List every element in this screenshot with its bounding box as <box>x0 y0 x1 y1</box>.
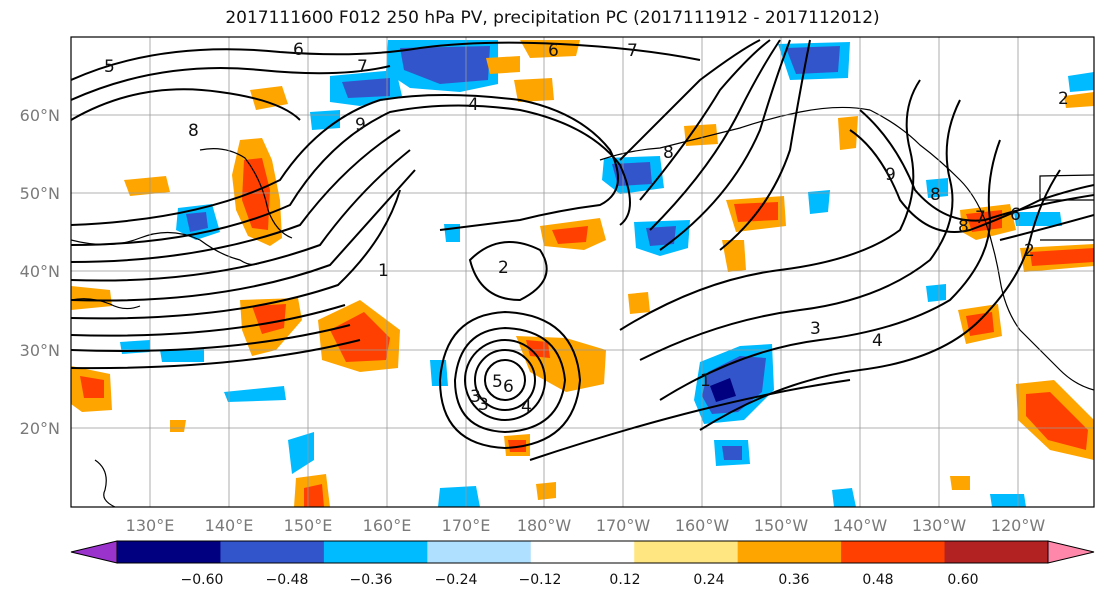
svg-text:4: 4 <box>872 331 883 351</box>
lon-tick: 130°W <box>912 516 967 535</box>
colorbar-swatch <box>427 541 532 563</box>
lat-axis: 20°N 30°N 40°N 50°N 60°N <box>20 106 60 438</box>
svg-text:7: 7 <box>975 208 986 228</box>
svg-text:5: 5 <box>492 372 503 392</box>
lat-tick: 20°N <box>20 419 60 438</box>
lat-tick: 40°N <box>20 262 60 281</box>
colorbar: −0.60 −0.48 −0.36 −0.24 −0.12 0.12 0.24 … <box>70 540 1095 588</box>
svg-text:3: 3 <box>478 395 489 415</box>
lat-tick: 50°N <box>20 184 60 203</box>
colorbar-swatch <box>323 541 428 563</box>
lon-tick: 150°W <box>754 516 809 535</box>
lon-tick: 120°W <box>991 516 1046 535</box>
colorbar-swatch <box>220 541 325 563</box>
colorbar-ticks: −0.60 −0.48 −0.36 −0.24 −0.12 0.12 0.24 … <box>181 572 979 588</box>
colorbar-swatch <box>634 541 739 563</box>
precip-shading <box>71 40 1094 507</box>
colorbar-tick: 0.60 <box>947 572 978 588</box>
svg-text:6: 6 <box>293 40 304 60</box>
colorbar-tick: −0.48 <box>266 572 309 588</box>
lon-tick: 180°W <box>517 516 572 535</box>
svg-text:8: 8 <box>663 143 674 163</box>
svg-text:3: 3 <box>810 319 821 339</box>
svg-text:1: 1 <box>378 261 389 281</box>
svg-text:8: 8 <box>958 217 969 237</box>
lon-tick: 150°E <box>284 516 333 535</box>
lon-tick: 160°W <box>675 516 730 535</box>
colorbar-extend-low <box>71 541 117 563</box>
lat-tick: 60°N <box>20 106 60 125</box>
svg-text:6: 6 <box>503 377 514 397</box>
svg-text:2: 2 <box>1058 89 1069 109</box>
svg-text:7: 7 <box>357 57 368 77</box>
colorbar-tick: −0.36 <box>350 572 393 588</box>
colorbar-swatch <box>944 541 1049 563</box>
svg-text:4: 4 <box>468 95 479 115</box>
svg-text:4: 4 <box>521 397 532 417</box>
svg-text:9: 9 <box>355 115 366 135</box>
lon-tick: 140°E <box>205 516 254 535</box>
gridlines <box>71 37 1094 507</box>
colorbar-tick: −0.24 <box>435 572 478 588</box>
colorbar-swatch <box>737 541 842 563</box>
svg-text:1: 1 <box>700 371 711 391</box>
colorbar-tick: 0.12 <box>609 572 640 588</box>
colorbar-swatch <box>117 541 221 563</box>
lon-axis: 130°E 140°E 150°E 160°E 170°E 180°W 170°… <box>126 516 1046 535</box>
svg-text:9: 9 <box>885 165 896 185</box>
lon-tick: 140°W <box>833 516 888 535</box>
colorbar-tick: −0.12 <box>519 572 562 588</box>
svg-text:2: 2 <box>1024 241 1035 261</box>
svg-text:8: 8 <box>930 185 941 205</box>
colorbar-tick: 0.48 <box>862 572 893 588</box>
lon-tick: 170°E <box>442 516 491 535</box>
colorbar-tick: 0.24 <box>693 572 724 588</box>
colorbar-swatch <box>530 541 635 563</box>
colorbar-swatch <box>841 541 946 563</box>
colorbar-tick: 0.36 <box>778 572 809 588</box>
lon-tick: 160°E <box>363 516 412 535</box>
map-frame <box>71 37 1094 507</box>
colorbar-tick: −0.60 <box>181 572 224 588</box>
pv-contours <box>71 39 1094 461</box>
lat-tick: 30°N <box>20 341 60 360</box>
svg-text:7: 7 <box>627 41 638 61</box>
contour-labels: 5 6 7 6 7 4 8 9 8 1 2 3 6 5 4 3 2 1 3 4 … <box>104 40 1069 417</box>
colorbar-outline <box>116 540 1049 564</box>
svg-text:6: 6 <box>1010 205 1021 225</box>
svg-text:2: 2 <box>498 258 509 278</box>
lon-tick: 170°W <box>596 516 651 535</box>
svg-text:5: 5 <box>104 57 115 77</box>
svg-text:8: 8 <box>188 121 199 141</box>
map-title: 2017111600 F012 250 hPa PV, precipitatio… <box>225 8 880 28</box>
svg-text:3: 3 <box>470 387 481 407</box>
svg-text:6: 6 <box>548 41 559 61</box>
colorbar-extend-high <box>1048 541 1094 563</box>
lon-tick: 130°E <box>126 516 175 535</box>
map-border <box>70 36 1095 508</box>
